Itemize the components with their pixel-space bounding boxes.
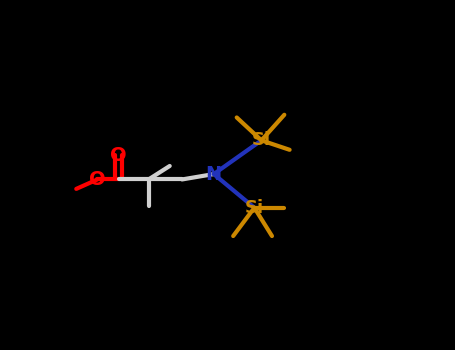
- Text: Si: Si: [252, 131, 271, 149]
- Text: O: O: [110, 146, 127, 165]
- Text: N: N: [206, 164, 222, 183]
- Text: O: O: [89, 170, 106, 189]
- Text: Si: Si: [245, 199, 264, 217]
